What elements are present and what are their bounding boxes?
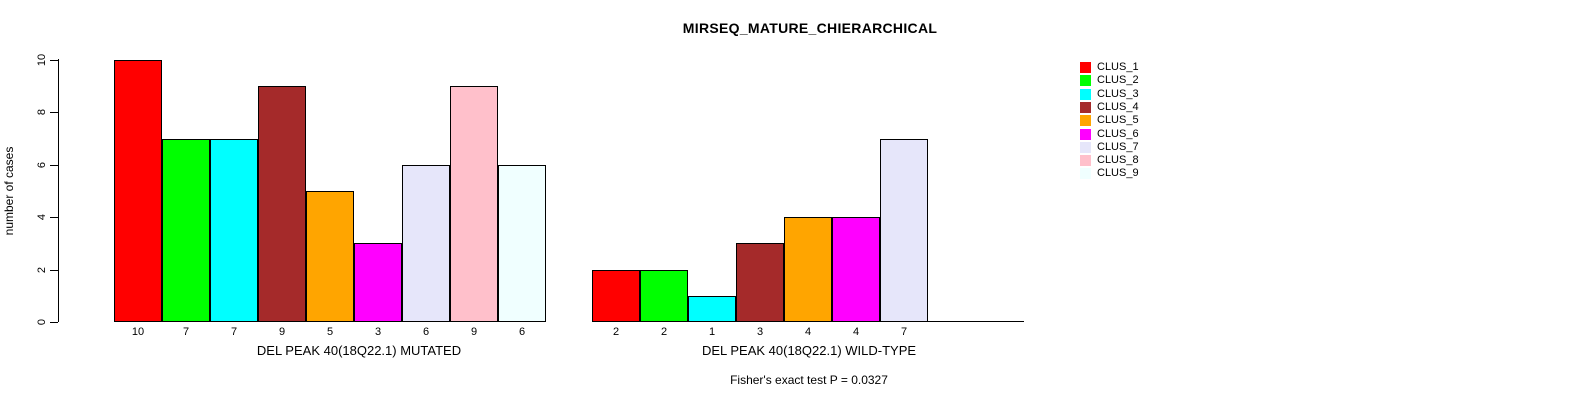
legend-swatch-clus_7 xyxy=(1080,142,1091,153)
legend-swatch-clus_9 xyxy=(1080,168,1091,179)
bar-clus_8 xyxy=(450,86,498,322)
bar-clus_7 xyxy=(402,165,450,322)
y-tick xyxy=(50,270,58,271)
legend-swatch-clus_2 xyxy=(1080,75,1091,86)
legend-swatch-clus_4 xyxy=(1080,102,1091,113)
bar-value-label: 10 xyxy=(131,326,145,338)
bar-value-label: 3 xyxy=(374,326,382,338)
bar-clus_3 xyxy=(210,139,258,322)
legend-label-clus_1: CLUS_1 xyxy=(1097,61,1139,73)
y-tick xyxy=(50,217,58,218)
bar-clus_9 xyxy=(498,165,546,322)
y-axis-label: number of cases xyxy=(2,146,16,236)
bar-value-label: 9 xyxy=(278,326,286,338)
legend-label-clus_5: CLUS_5 xyxy=(1097,114,1139,126)
y-tick-label: 8 xyxy=(36,108,48,116)
bar-value-label: 4 xyxy=(804,326,812,338)
legend-swatch-clus_1 xyxy=(1080,62,1091,73)
y-tick-label: 2 xyxy=(36,266,48,274)
legend-swatch-clus_5 xyxy=(1080,115,1091,126)
bar-clus_1 xyxy=(592,270,640,322)
bar-value-label: 7 xyxy=(900,326,908,338)
bar-clus_6 xyxy=(354,243,402,322)
bar-value-label: 3 xyxy=(756,326,764,338)
legend-swatch-clus_3 xyxy=(1080,89,1091,100)
bar-clus_5 xyxy=(784,217,832,322)
bar-clus_2 xyxy=(162,139,210,322)
legend-swatch-clus_8 xyxy=(1080,155,1091,166)
legend-label-clus_8: CLUS_8 xyxy=(1097,154,1139,166)
fisher-test-annotation: Fisher's exact test P = 0.0327 xyxy=(730,373,888,387)
y-tick-label: 4 xyxy=(36,213,48,221)
bar-value-label: 4 xyxy=(852,326,860,338)
bar-clus_4 xyxy=(258,86,306,322)
y-tick-label: 0 xyxy=(36,318,48,326)
chart-title: MIRSEQ_MATURE_CHIERARCHICAL xyxy=(682,20,938,36)
legend-label-clus_9: CLUS_9 xyxy=(1097,167,1139,179)
bar-value-label: 7 xyxy=(182,326,190,338)
bar-clus_5 xyxy=(306,191,354,322)
legend-label-clus_2: CLUS_2 xyxy=(1097,74,1139,86)
bar-value-label: 9 xyxy=(470,326,478,338)
bar-clus_6 xyxy=(832,217,880,322)
y-axis-line xyxy=(58,59,59,322)
legend-label-clus_6: CLUS_6 xyxy=(1097,128,1139,140)
bar-value-label: 7 xyxy=(230,326,238,338)
y-tick xyxy=(50,60,58,61)
bar-value-label: 2 xyxy=(660,326,668,338)
y-tick-label: 10 xyxy=(36,53,48,67)
y-tick xyxy=(50,112,58,113)
bar-clus_4 xyxy=(736,243,784,322)
xlabel-wildtype: DEL PEAK 40(18Q22.1) WILD-TYPE xyxy=(701,343,917,358)
bar-clus_1 xyxy=(114,60,162,322)
legend-label-clus_3: CLUS_3 xyxy=(1097,88,1139,100)
bar-value-label: 5 xyxy=(326,326,334,338)
bar-value-label: 1 xyxy=(708,326,716,338)
bar-clus_7 xyxy=(880,139,928,322)
bar-value-label: 2 xyxy=(612,326,620,338)
y-tick xyxy=(50,322,58,323)
y-tick xyxy=(50,165,58,166)
bar-value-label: 6 xyxy=(422,326,430,338)
bar-value-label: 6 xyxy=(518,326,526,338)
bar-clus_3 xyxy=(688,296,736,322)
xlabel-mutated: DEL PEAK 40(18Q22.1) MUTATED xyxy=(256,343,462,358)
legend-swatch-clus_6 xyxy=(1080,129,1091,140)
legend-label-clus_4: CLUS_4 xyxy=(1097,101,1139,113)
legend-label-clus_7: CLUS_7 xyxy=(1097,141,1139,153)
y-tick-label: 6 xyxy=(36,161,48,169)
bar-clus_2 xyxy=(640,270,688,322)
